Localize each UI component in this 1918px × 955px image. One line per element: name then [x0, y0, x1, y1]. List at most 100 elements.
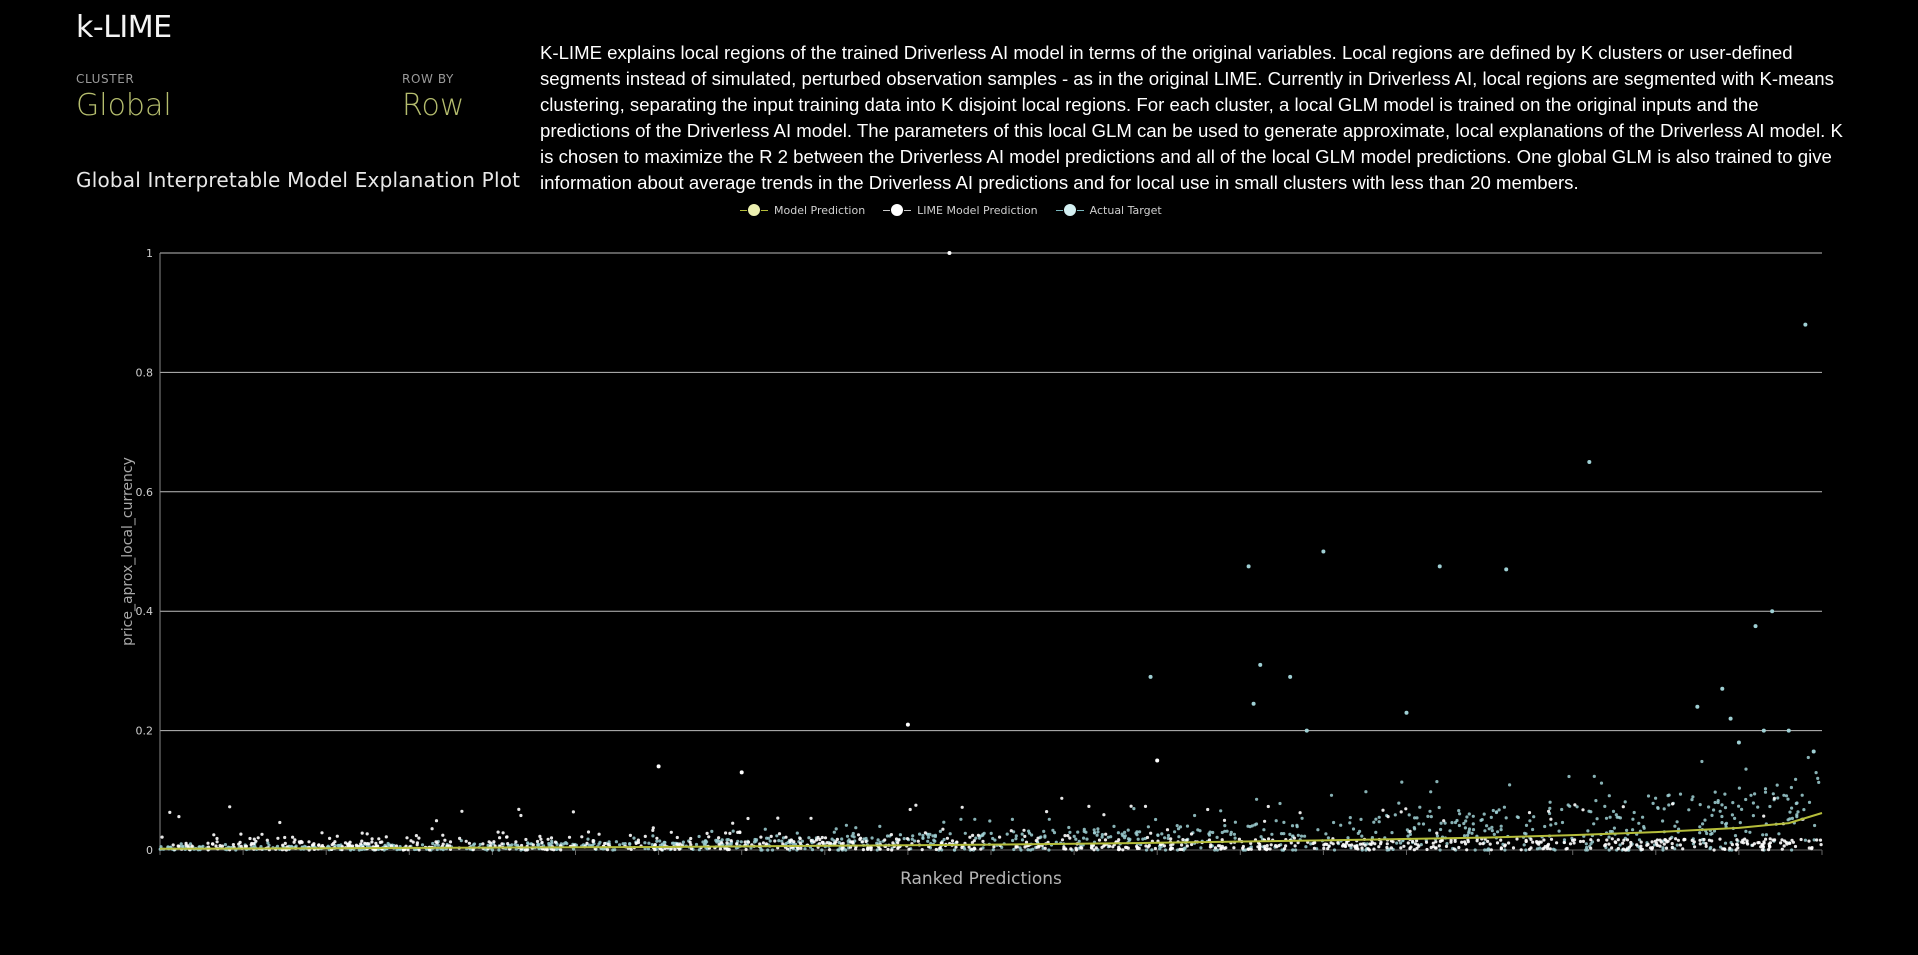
actual-target-point	[1782, 793, 1786, 797]
actual-target-point	[1225, 829, 1229, 833]
actual-target-point	[1614, 813, 1618, 817]
lime-prediction-point	[333, 840, 337, 844]
lime-prediction-point	[653, 848, 657, 852]
klime-scatter-chart[interactable]: 0 0.2 0.4 0.6 0.8 1 price_aprox_local_currency…	[0, 195, 1918, 895]
lime-prediction-point	[1745, 839, 1749, 843]
actual-target-point	[1126, 828, 1130, 832]
lime-prediction-point	[1799, 837, 1803, 842]
lime-prediction-point	[539, 837, 543, 841]
lime-prediction-point	[759, 835, 763, 839]
legend-item-lime-prediction[interactable]: LIME Model Prediction	[883, 203, 1038, 217]
lime-prediction-point	[320, 831, 324, 835]
lime-prediction-point	[720, 841, 724, 845]
actual-target-point	[1504, 816, 1508, 820]
actual-target-point	[266, 841, 270, 845]
lime-prediction-point	[1035, 845, 1039, 849]
lime-prediction-point	[1581, 839, 1585, 844]
actual-target-point	[1496, 830, 1500, 834]
actual-target-point	[1703, 818, 1707, 822]
lime-prediction-point	[1074, 848, 1079, 852]
actual-target-point	[555, 842, 559, 847]
legend-item-model-prediction[interactable]: Model Prediction	[740, 203, 865, 217]
actual-target-point	[1641, 815, 1645, 819]
actual-outlier-point	[1404, 710, 1409, 715]
actual-target-point	[1196, 828, 1200, 832]
cluster-selector[interactable]: Global	[76, 88, 172, 123]
lime-prediction-point	[976, 833, 981, 837]
actual-target-point	[1698, 803, 1702, 807]
actual-target-point	[1490, 825, 1494, 830]
actual-target-point	[303, 844, 307, 848]
klime-description: K-LIME explains local regions of the tra…	[540, 42, 1843, 193]
actual-target-point	[1435, 834, 1439, 838]
lime-prediction-point	[1034, 839, 1038, 843]
lime-prediction-point	[492, 840, 496, 844]
lime-prediction-point	[916, 839, 920, 843]
lime-prediction-point	[1224, 846, 1228, 850]
lime-prediction-point	[1664, 838, 1668, 842]
actual-target-point	[766, 836, 771, 840]
actual-target-point	[1120, 832, 1124, 836]
actual-target-point	[1594, 799, 1598, 803]
rowby-label: ROW BY	[402, 72, 454, 86]
lime-prediction-point	[1779, 841, 1783, 845]
lime-prediction-point	[1546, 842, 1551, 847]
actual-target-point	[1508, 783, 1512, 787]
lime-prediction-point	[1094, 846, 1098, 850]
lime-prediction-point	[435, 841, 439, 845]
actual-target-point	[1738, 821, 1742, 825]
lime-outlier-point	[739, 770, 744, 775]
actual-target-point	[1377, 820, 1381, 824]
legend-item-actual-target[interactable]: Actual Target	[1055, 203, 1162, 217]
actual-target-point	[1109, 835, 1113, 839]
actual-target-point	[1710, 813, 1714, 818]
actual-target-point	[973, 817, 977, 821]
lime-prediction-point	[1704, 842, 1708, 846]
actual-target-point	[1278, 801, 1282, 806]
actual-target-point	[1548, 800, 1552, 804]
lime-prediction-point	[249, 843, 253, 847]
actual-target-point	[701, 840, 705, 844]
actual-target-point	[1413, 827, 1417, 831]
actual-target-point	[1611, 809, 1616, 814]
rowby-selector[interactable]: Row	[402, 88, 465, 123]
actual-target-point	[490, 848, 495, 852]
actual-target-point	[1014, 837, 1018, 841]
lime-prediction-point	[500, 842, 504, 846]
lime-prediction-point	[678, 842, 682, 846]
lime-prediction-point	[1022, 828, 1026, 832]
actual-outlier-point	[1761, 728, 1766, 733]
y-axis-label: price_aprox_local_currency	[120, 457, 136, 646]
lime-prediction-point	[1542, 846, 1546, 850]
lime-prediction-point	[967, 845, 971, 849]
actual-target-point	[1816, 776, 1820, 781]
actual-target-point	[1677, 827, 1681, 831]
actual-outlier-point	[1148, 674, 1153, 679]
lime-prediction-point	[1442, 819, 1446, 823]
actual-target-point	[1656, 806, 1660, 811]
actual-target-point	[697, 834, 701, 839]
actual-target-point	[991, 836, 995, 841]
actual-target-point	[1796, 810, 1800, 814]
lime-prediction-point	[1478, 842, 1482, 846]
actual-target-point	[1219, 809, 1223, 813]
actual-target-point	[820, 848, 824, 852]
actual-target-point	[420, 843, 425, 847]
lime-prediction-point	[820, 840, 824, 844]
actual-outlier-point	[1251, 701, 1256, 706]
actual-target-point	[1786, 818, 1790, 822]
lime-prediction-point	[1283, 847, 1287, 851]
actual-target-point	[1568, 804, 1572, 808]
lime-prediction-point	[1345, 841, 1349, 845]
lime-prediction-point	[317, 843, 321, 847]
actual-target-point	[1667, 793, 1671, 797]
lime-prediction-point	[283, 841, 287, 846]
lime-prediction-point	[1350, 843, 1354, 847]
lime-prediction-point	[1190, 842, 1194, 847]
lime-prediction-point	[384, 835, 388, 839]
actual-target-point	[1625, 828, 1629, 833]
legend-label-model-prediction: Model Prediction	[774, 203, 866, 217]
actual-target-point	[1031, 847, 1035, 851]
lime-prediction-point	[788, 839, 792, 844]
lime-prediction-point	[525, 848, 529, 852]
